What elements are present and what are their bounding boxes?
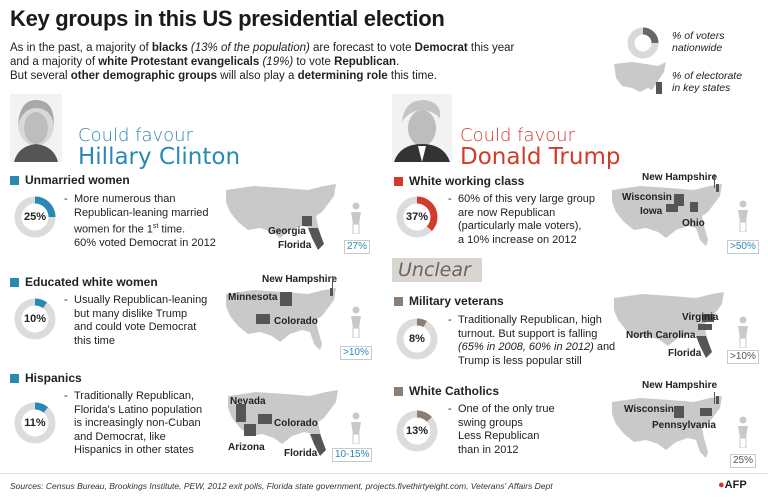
map-educated-white-women (224, 286, 340, 365)
donut-white-catholics: 13% (394, 408, 440, 454)
state-label-florida: Florida (278, 240, 312, 251)
person-icon (736, 416, 750, 453)
pct-electorate-white-catholics: 25% (730, 454, 757, 468)
state-label-ohio: Ohio (682, 218, 705, 229)
state-label-nevada: Nevada (230, 396, 266, 407)
pct-electorate-military-veterans: >10% (727, 350, 759, 364)
afp-logo: ●AFP (718, 479, 747, 491)
legend-donut-label: % of voters nationwide (672, 30, 725, 54)
state-label-colorado: Colorado (274, 418, 318, 429)
state-label-florida: Florida (284, 448, 318, 459)
footer-divider (0, 473, 768, 474)
leader-line (714, 392, 715, 404)
intro-line-1: As in the past, a majority of blacks (13… (10, 42, 515, 54)
donut-segment (34, 298, 48, 309)
map-white-catholics (610, 394, 726, 473)
leader-line (714, 174, 715, 188)
trump-could-favour: Could favour (460, 125, 575, 146)
legend-donut (626, 26, 660, 65)
unclear-marker-icon (394, 296, 403, 306)
trump-name: Donald Trump (460, 144, 621, 170)
clinton-marker-icon (10, 277, 19, 287)
legend-map-label: % of electorate in key states (672, 70, 743, 94)
page-title: Key groups in this US presidential elect… (10, 6, 445, 31)
donut-educated-white-women: 10% (12, 296, 58, 342)
group-white-catholics-desc: - One of the only true swing groups Less … (448, 403, 555, 456)
state-label-wisconsin: Wisconsin (624, 404, 674, 415)
group-white-working-class-desc: -60% of this very large group are now Re… (448, 193, 595, 246)
leader-line (332, 276, 333, 290)
donut-value: 37% (405, 211, 429, 223)
clinton-name: Hillary Clinton (78, 144, 241, 170)
clinton-could-favour: Could favour (78, 125, 193, 146)
group-white-working-class-title: White working class (394, 174, 524, 188)
state-label-iowa: Iowa (640, 206, 663, 217)
state-label-pennsylvania: Pennsylvania (652, 420, 716, 431)
state-label-virginia: Virginia (682, 312, 719, 323)
map-hispanics (226, 388, 342, 467)
pct-electorate-hispanics: 10-15% (332, 448, 373, 462)
group-educated-white-women-desc: - Usually Republican-leaning but many dis… (64, 294, 208, 347)
map-unmarried-women (224, 182, 340, 261)
donut-hispanics: 11% (12, 400, 58, 446)
group-unmarried-women-title: Unmarried women (10, 173, 130, 187)
state-label-arizona: Arizona (228, 442, 265, 453)
donut-value: 11% (24, 417, 46, 429)
donut-unmarried-women: 25% (12, 194, 58, 240)
legend-map-icon (612, 58, 668, 103)
intro-line-3: But several other demographic groups wil… (10, 70, 437, 82)
legend-donut-icon (627, 27, 659, 59)
person-icon (349, 412, 363, 449)
person-icon (736, 200, 750, 237)
state-label-new-hampshire: New Hampshire (642, 172, 718, 183)
trump-portrait (392, 94, 452, 162)
state-label-minnesota: Minnesota (228, 292, 278, 303)
donut-segment (416, 318, 427, 328)
donut-military-veterans: 8% (394, 316, 440, 362)
pct-electorate-white-working-class: >50% (727, 240, 759, 254)
unclear-marker-icon (394, 386, 403, 396)
person-icon (349, 306, 363, 343)
donut-white-working-class: 37% (394, 194, 440, 240)
state-label-florida: Florida (668, 348, 702, 359)
donut-value: 10% (23, 313, 47, 325)
donut-segment (34, 402, 49, 413)
state-label-north-carolina: North Carolina (626, 330, 696, 341)
map-white-working-class (610, 182, 726, 261)
donut-value: 13% (405, 425, 429, 437)
person-icon (736, 316, 750, 353)
state-label-new-hampshire: New Hampshire (642, 380, 718, 391)
trump-marker-icon (394, 176, 403, 186)
clinton-marker-icon (10, 373, 19, 383)
unclear-banner: Unclear (392, 258, 482, 282)
state-label-georgia: Georgia (268, 226, 306, 237)
donut-value: 8% (409, 333, 425, 345)
state-label-wisconsin: Wisconsin (622, 192, 672, 203)
state-label-new-hampshire: New Hampshire (262, 274, 338, 285)
pct-electorate-unmarried-women: 27% (344, 240, 371, 254)
pct-electorate-educated-white-women: >10% (340, 346, 372, 360)
group-unmarried-women-desc: - More numerous than Republican-leaning m… (64, 193, 216, 250)
group-educated-white-women-title: Educated white women (10, 275, 158, 289)
group-hispanics-desc: - Traditionally Republican, Florida's Lat… (64, 390, 203, 456)
sources-note: Sources: Census Bureau, Brookings Instit… (10, 481, 553, 491)
intro-line-2: and a majority of white Protestant evang… (10, 56, 400, 68)
donut-segment (416, 410, 432, 422)
group-military-veterans-desc: - Traditionally Republican, high turnout.… (448, 314, 616, 367)
donut-segment (416, 196, 438, 232)
group-hispanics-title: Hispanics (10, 371, 82, 385)
state-label-colorado: Colorado (274, 316, 318, 327)
map-military-veterans (612, 290, 728, 369)
group-white-catholics-title: White Catholics (394, 384, 499, 398)
group-military-veterans-title: Military veterans (394, 294, 504, 308)
donut-segment (34, 196, 56, 218)
donut-value: 25% (23, 211, 47, 223)
clinton-portrait (10, 94, 62, 162)
person-icon (349, 202, 363, 239)
clinton-marker-icon (10, 175, 19, 185)
